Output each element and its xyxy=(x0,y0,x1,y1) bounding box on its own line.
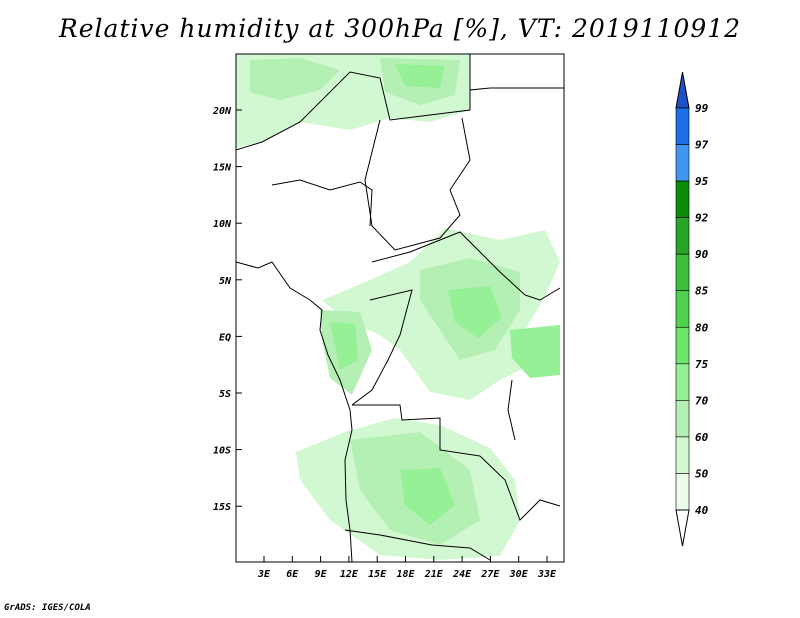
border-sahara xyxy=(236,54,471,151)
colorbar-label: 80 xyxy=(695,321,709,334)
border-car xyxy=(371,231,526,296)
colorbar-label: 75 xyxy=(695,358,709,371)
colorbar-segment xyxy=(675,473,690,511)
lon-tick-label: 9E xyxy=(315,569,328,580)
colorbar: 99 97 95 92 90 85 80 75 70 60 50 40 xyxy=(675,71,709,547)
colorbar-label: 70 xyxy=(695,394,709,407)
lake-tanganyika xyxy=(507,379,516,441)
lon-tick-label: 24E xyxy=(452,569,472,580)
lon-tick-label: 3E xyxy=(257,569,271,580)
field-gabon-core xyxy=(330,322,358,370)
lon-tick-label: 30E xyxy=(509,569,529,580)
field-north-band-inner xyxy=(250,58,340,100)
lat-tick-label: 15S xyxy=(213,502,231,513)
latitude-axis: 20N 15N 10N 5N EQ 5S 10S 15S xyxy=(212,106,242,513)
lat-tick-label: EQ xyxy=(219,332,231,343)
colorbar-top-arrow xyxy=(675,71,690,109)
lat-tick-label: 10N xyxy=(213,219,232,230)
lon-tick-label: 27E xyxy=(480,569,500,580)
field-east xyxy=(510,325,560,378)
lat-tick-label: 10S xyxy=(213,446,231,457)
colorbar-label: 95 xyxy=(695,175,709,188)
map-frame xyxy=(235,53,565,563)
border-chad xyxy=(364,117,471,251)
border-congo xyxy=(351,289,413,406)
footer-credit: GrADS: IGES/COLA xyxy=(4,603,91,613)
colorbar-label: 50 xyxy=(695,467,709,480)
colorbar-label: 99 xyxy=(695,102,709,115)
colorbar-label: 90 xyxy=(695,248,709,261)
colorbar-segment xyxy=(675,253,690,292)
colorbar-segment xyxy=(675,326,690,365)
field-south-core xyxy=(400,468,455,525)
lon-tick-label: 12E xyxy=(340,569,359,580)
longitude-axis: 3E 6E 9E 12E 15E 18E 21E 24E 27E 30E 33E xyxy=(257,556,557,580)
border-nigeria xyxy=(271,179,373,227)
lat-tick-label: 5N xyxy=(219,276,232,287)
field-central-core xyxy=(448,286,502,338)
map-title: Relative humidity at 300hPa [%], VT: 201… xyxy=(58,14,742,43)
border-angola-south xyxy=(344,529,491,561)
colorbar-segment xyxy=(675,217,690,255)
colorbar-bottom-arrow xyxy=(675,509,690,547)
colorbar-segment xyxy=(675,290,690,328)
field-north-band-core xyxy=(395,64,445,88)
colorbar-label: 92 xyxy=(695,212,709,225)
colorbar-segment xyxy=(675,363,690,401)
border-zambia xyxy=(479,455,561,521)
colorbar-label: 60 xyxy=(695,431,709,444)
humidity-fields xyxy=(236,54,560,560)
coastline-west xyxy=(236,261,353,562)
lon-tick-label: 6E xyxy=(286,569,299,580)
colorbar-segment xyxy=(675,400,690,438)
colorbar-segment xyxy=(675,180,690,218)
border-drc-angola xyxy=(352,404,481,457)
map-boundaries xyxy=(236,54,564,562)
colorbar-label: 85 xyxy=(695,285,709,298)
lon-tick-label: 21E xyxy=(424,569,444,580)
colorbar-segment xyxy=(675,144,690,182)
border-east xyxy=(524,287,561,301)
lon-tick-label: 15E xyxy=(368,569,387,580)
lat-tick-label: 15N xyxy=(213,163,232,174)
border-sudan-east xyxy=(469,87,564,110)
lon-tick-label: 33E xyxy=(537,569,557,580)
lat-tick-label: 5S xyxy=(219,389,231,400)
colorbar-label: 97 xyxy=(695,139,709,152)
colorbar-label: 40 xyxy=(695,504,709,517)
lat-tick-label: 20N xyxy=(212,106,232,117)
lon-tick-label: 18E xyxy=(396,569,415,580)
colorbar-segment xyxy=(675,436,690,474)
colorbar-segment xyxy=(675,107,690,145)
